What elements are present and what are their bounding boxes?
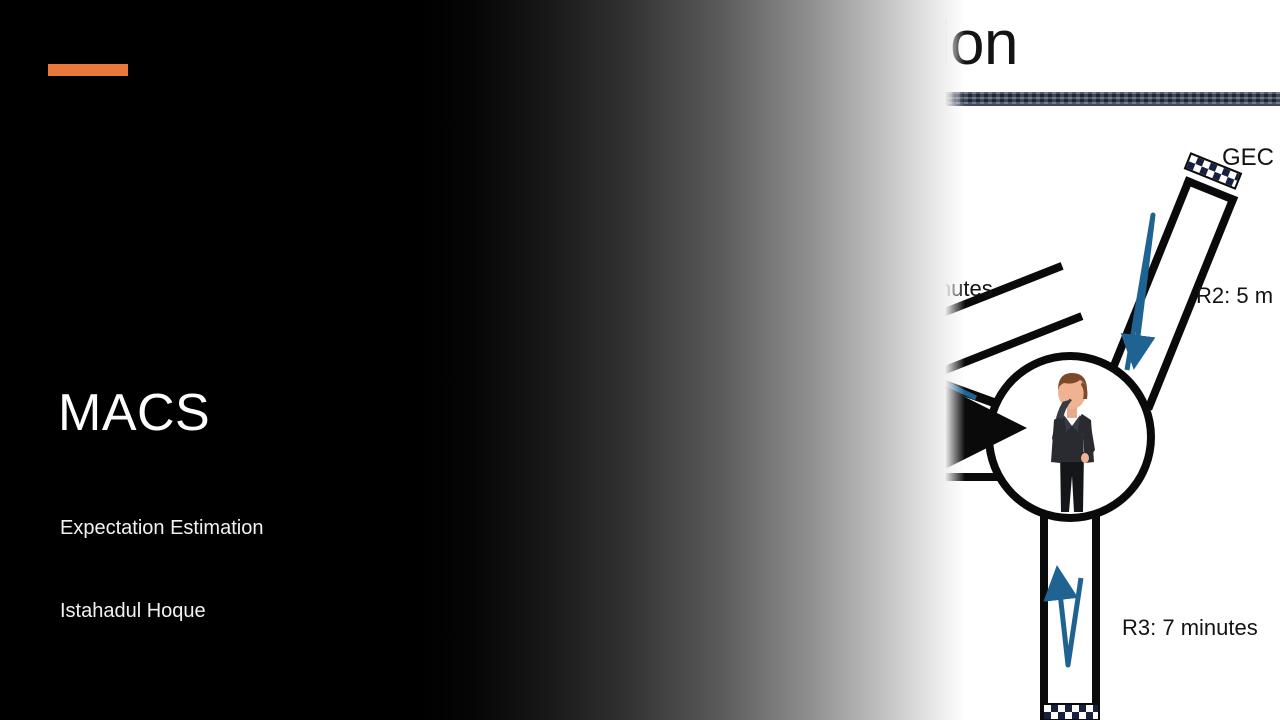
deck-title: MACS — [58, 384, 211, 442]
deck-subtitle: Expectation Estimation — [60, 517, 264, 539]
deck-author: Istahadul Hoque — [60, 600, 206, 622]
accent-bar — [48, 64, 128, 76]
black-panel — [0, 0, 416, 720]
